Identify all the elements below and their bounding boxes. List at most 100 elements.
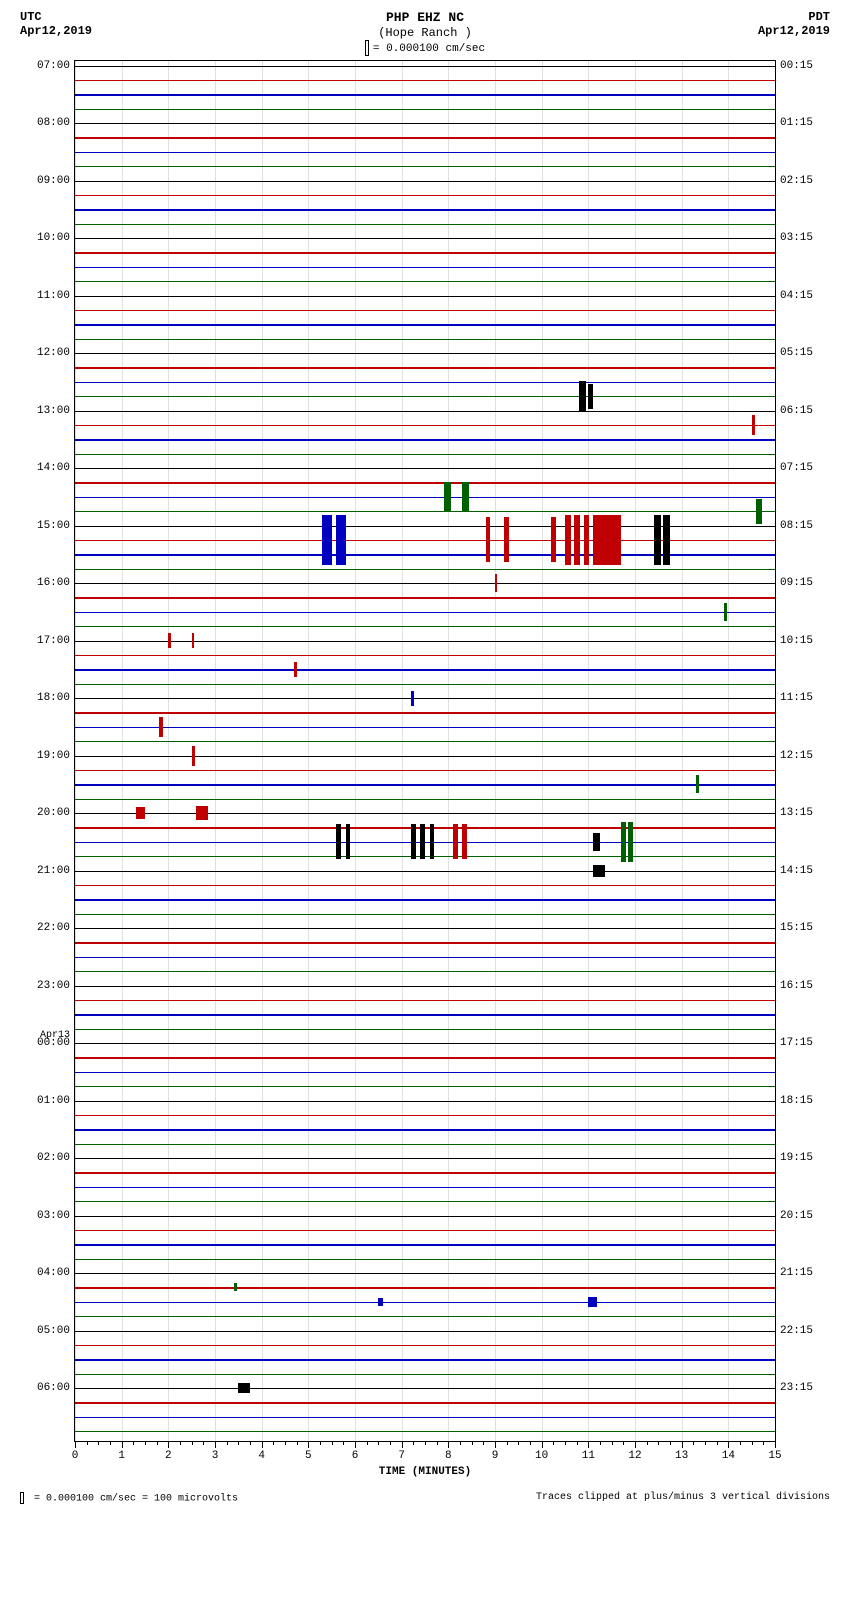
x-tick-label: 3 [212,1450,219,1462]
seismic-event [574,515,580,565]
pdt-time-label: 17:15 [780,1037,813,1049]
trace-line [75,152,775,153]
utc-time-label: 03:00 [37,1210,70,1222]
trace-line [75,1158,775,1159]
pdt-time-label: 08:15 [780,520,813,532]
seismic-event [196,806,208,820]
footer-left: = 0.000100 cm/sec = 100 microvolts [20,1492,238,1505]
trace-line [75,396,775,397]
trace-line [75,353,775,354]
trace-line [75,914,775,915]
trace-line [75,181,775,182]
utc-time-label: 12:00 [37,347,70,359]
seismic-event [495,574,497,592]
seismic-event [322,515,331,565]
trace-line [75,195,775,196]
pdt-time-label: 02:15 [780,175,813,187]
trace-line [75,1359,775,1360]
pdt-time-label: 10:15 [780,635,813,647]
trace-line [75,511,775,512]
seismic-event [294,662,297,677]
trace-line [75,655,775,656]
trace-line [75,554,775,555]
trace-line [75,1388,775,1389]
trace-line [75,1057,775,1058]
station-title: PHP EHZ NC [20,10,830,26]
trace-line [75,813,775,814]
seismic-event [588,384,593,409]
trace-line [75,1302,775,1303]
seismic-event [663,515,670,565]
trace-line [75,1086,775,1087]
trace-line [75,856,775,857]
pdt-time-label: 11:15 [780,692,813,704]
footer-right: Traces clipped at plus/minus 3 vertical … [536,1492,830,1505]
utc-time-label: 19:00 [37,750,70,762]
pdt-time-label: 03:15 [780,232,813,244]
pdt-time-label: 23:15 [780,1382,813,1394]
tz-right-label: PDT [808,10,830,24]
trace-line [75,770,775,771]
trace-line [75,957,775,958]
trace-line [75,1287,775,1288]
utc-time-label: 16:00 [37,577,70,589]
trace-line [75,454,775,455]
x-tick-label: 10 [535,1450,548,1462]
trace-line [75,468,775,469]
seismic-event [752,415,756,435]
trace-line [75,641,775,642]
date-left-label: Apr12,2019 [20,24,92,38]
utc-time-label: 06:00 [37,1382,70,1394]
trace-line [75,827,775,828]
pdt-time-label: 07:15 [780,462,813,474]
trace-line [75,80,775,81]
trace-line [75,1417,775,1418]
scale-annotation: = 0.000100 cm/sec [20,40,830,56]
utc-time-label: 21:00 [37,865,70,877]
utc-time-label: 11:00 [37,290,70,302]
trace-line [75,439,775,440]
trace-line [75,94,775,95]
trace-line [75,1431,775,1432]
trace-line [75,411,775,412]
seismic-event [593,865,605,877]
trace-line [75,540,775,541]
trace-line [75,482,775,483]
trace-line [75,1101,775,1102]
utc-time-label: 14:00 [37,462,70,474]
trace-line [75,1172,775,1173]
utc-time-label: 08:00 [37,117,70,129]
trace-line [75,885,775,886]
trace-line [75,66,775,67]
seismic-event [462,482,469,512]
x-tick-label: 5 [305,1450,312,1462]
trace-line [75,339,775,340]
pdt-time-label: 09:15 [780,577,813,589]
trace-line [75,1115,775,1116]
seismic-event [430,824,435,859]
seismic-event [336,515,345,565]
trace-line [75,1144,775,1145]
seismic-event [136,807,145,819]
seismic-event [159,717,163,737]
trace-line [75,871,775,872]
seismic-event [238,1383,250,1393]
trace-line [75,238,775,239]
trace-line [75,1014,775,1015]
trace-line [75,324,775,325]
x-axis: TIME (MINUTES) 0123456789101112131415 [75,1442,775,1482]
utc-time-label: 20:00 [37,807,70,819]
utc-time-label: 22:00 [37,922,70,934]
x-tick-label: 4 [258,1450,265,1462]
trace-line [75,1331,775,1332]
x-tick-label: 15 [768,1450,781,1462]
pdt-time-label: 15:15 [780,922,813,934]
trace-line [75,1345,775,1346]
trace-line [75,727,775,728]
footer: = 0.000100 cm/sec = 100 microvolts Trace… [20,1492,830,1505]
trace-line [75,425,775,426]
x-axis-label: TIME (MINUTES) [75,1466,775,1478]
trace-line [75,109,775,110]
pdt-time-label: 19:15 [780,1152,813,1164]
trace-line [75,252,775,253]
